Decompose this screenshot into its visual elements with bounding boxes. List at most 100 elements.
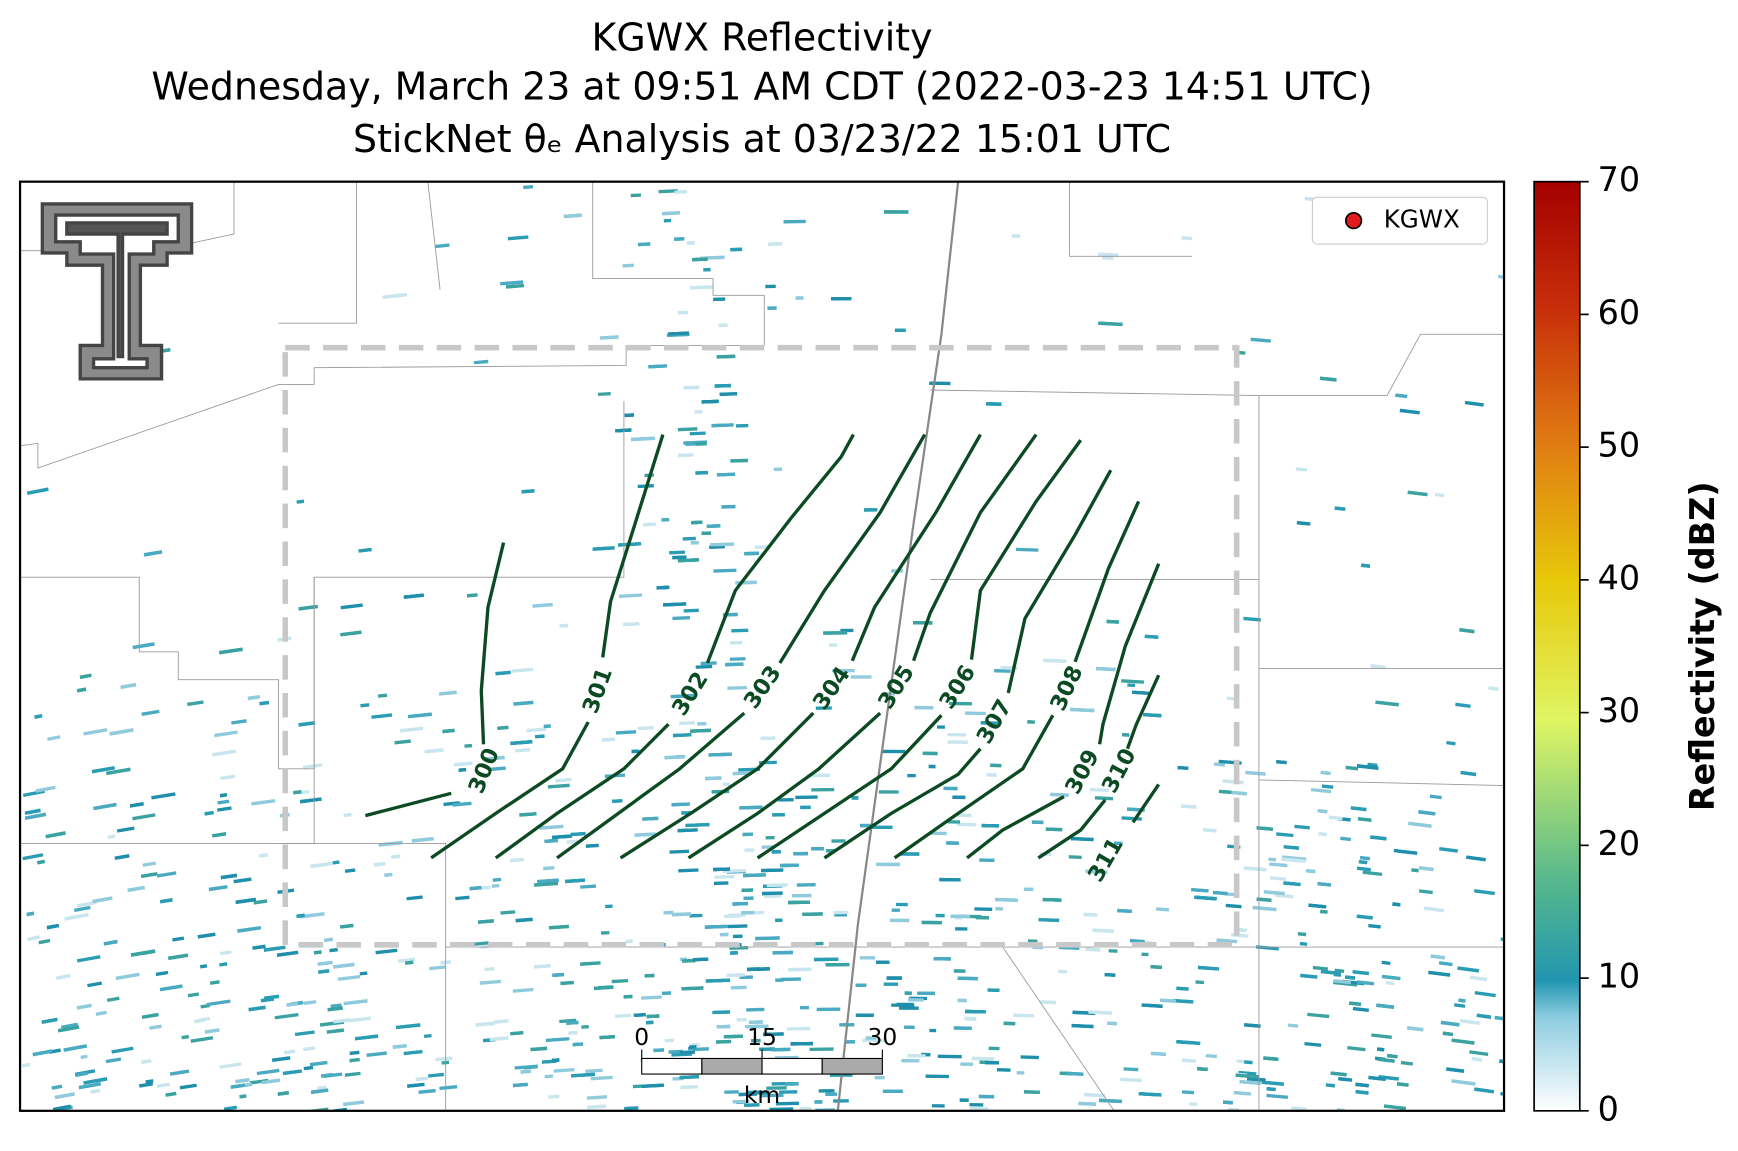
radar-echo (1276, 832, 1294, 838)
radar-echo (1244, 1023, 1261, 1028)
radar-echo (1360, 563, 1371, 568)
radar-echo (179, 1083, 197, 1090)
radar-echo (521, 489, 535, 494)
radar-echo (296, 913, 305, 918)
radar-echo (981, 823, 1000, 828)
radar-echo (648, 364, 668, 369)
radar-echo (1376, 1047, 1385, 1052)
radar-echo (724, 914, 741, 919)
radar-echo (1069, 707, 1095, 713)
radar-echo (141, 709, 160, 716)
radar-echo (1494, 1015, 1505, 1022)
radar-echo (394, 739, 411, 745)
radar-echo (300, 797, 322, 804)
radar-echo (883, 210, 909, 214)
radar-echo (1159, 998, 1177, 1003)
radar-echo (658, 189, 678, 194)
radar-echo (790, 1041, 814, 1046)
radar-echo (491, 883, 500, 888)
radar-echo (1333, 979, 1351, 985)
radar-echo (1407, 490, 1428, 497)
radar-echo (403, 1049, 423, 1056)
logo (40, 202, 194, 381)
radar-echo (91, 766, 115, 774)
radar-echo (1381, 960, 1391, 966)
radar-echo (925, 1074, 949, 1079)
radar-echo (876, 960, 890, 964)
radar-echo (823, 631, 848, 635)
contour-line (556, 711, 746, 860)
radar-echo (714, 874, 735, 879)
radar-echo (975, 915, 990, 920)
radar-echo (783, 219, 806, 224)
radar-echo (327, 1006, 343, 1012)
radar-echo (1083, 912, 1098, 917)
radar-echo (762, 891, 783, 896)
radar-echo (26, 487, 49, 495)
radar-echo (83, 728, 108, 736)
radar-echo (831, 668, 855, 673)
radar-echo (1235, 1073, 1260, 1079)
radar-echo (1408, 821, 1432, 828)
radar-echo (690, 540, 699, 545)
radar-echo (76, 955, 101, 963)
radar-echo (746, 1007, 765, 1012)
radar-echo (1015, 547, 1039, 552)
radar-echo (1459, 1018, 1480, 1025)
radar-echo (344, 1071, 361, 1077)
radar-echo (219, 647, 243, 655)
radar-echo (761, 868, 784, 873)
radar-echo (624, 413, 634, 418)
radar-echo (669, 849, 690, 854)
radar-echo (795, 795, 818, 800)
radar-echo (1371, 1033, 1392, 1039)
radar-echo (1378, 1075, 1399, 1081)
radar-echo (1400, 1060, 1414, 1066)
radar-echo (721, 504, 736, 509)
radar-echo (559, 623, 568, 628)
radar-echo (767, 306, 777, 310)
radar-echo (442, 728, 455, 734)
contour-line (893, 714, 1055, 860)
radar-echo (719, 392, 738, 396)
radar-echo (320, 1073, 333, 1078)
radar-echo (907, 773, 916, 778)
radar-echo (710, 542, 734, 547)
radar-echo (1393, 848, 1418, 855)
contour-line (365, 791, 452, 818)
radar-echo (708, 752, 732, 757)
radar-echo (744, 848, 755, 852)
radar-echo (83, 1077, 108, 1085)
radar-echo (672, 733, 692, 738)
radar-echo (399, 726, 424, 733)
radar-echo (159, 898, 173, 904)
radar-echo (1180, 804, 1197, 809)
radar-echo (547, 783, 570, 789)
radar-echo (1066, 1071, 1084, 1076)
title-line: StickNet θₑ Analysis at 03/23/22 15:01 U… (353, 117, 1171, 161)
radar-echo (1189, 1102, 1198, 1107)
radar-echo (668, 331, 689, 336)
radar-echo (622, 263, 635, 268)
contour-line (1073, 500, 1141, 663)
radar-echo (641, 1083, 664, 1088)
radar-echo (776, 1101, 799, 1106)
radar-echo (747, 1090, 770, 1095)
radar-echo (719, 932, 729, 937)
radar-echo (724, 1090, 739, 1094)
radar-echo (689, 285, 713, 290)
radar-echo (1068, 855, 1082, 860)
radar-echo (1320, 770, 1331, 776)
radar-echo (1195, 980, 1205, 985)
radar-echo (339, 923, 354, 929)
radar-echo (630, 193, 642, 198)
radar-echo (1150, 1051, 1166, 1056)
radar-echo (80, 1054, 88, 1060)
radar-echo (1261, 1080, 1284, 1086)
radar-echo (1370, 835, 1387, 841)
radar-echo (795, 296, 804, 300)
radar-echo (107, 834, 116, 840)
radar-echo (936, 725, 945, 729)
radar-echo (1156, 907, 1170, 912)
radar-echo (349, 1057, 360, 1063)
